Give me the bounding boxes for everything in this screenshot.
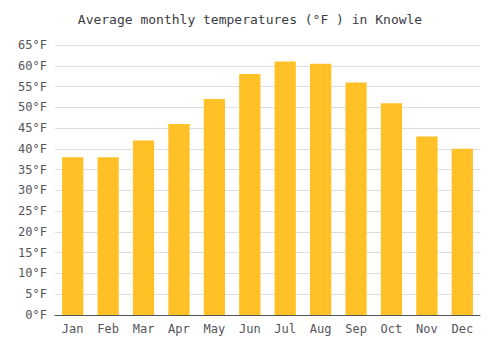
svg-text:10°F: 10°F: [18, 266, 47, 280]
svg-text:20°F: 20°F: [18, 225, 47, 239]
svg-text:65°F: 65°F: [18, 38, 47, 52]
svg-text:35°F: 35°F: [18, 163, 47, 177]
svg-text:Aug: Aug: [310, 322, 332, 336]
svg-text:Average monthly temperatures (: Average monthly temperatures (°F ) in Kn…: [78, 12, 423, 27]
svg-text:Sep: Sep: [345, 322, 367, 336]
svg-text:Dec: Dec: [451, 322, 473, 336]
svg-text:15°F: 15°F: [18, 246, 47, 260]
svg-text:Apr: Apr: [168, 322, 190, 336]
svg-text:40°F: 40°F: [18, 142, 47, 156]
svg-text:50°F: 50°F: [18, 100, 47, 114]
svg-text:Oct: Oct: [381, 322, 403, 336]
svg-text:Nov: Nov: [416, 322, 438, 336]
svg-text:Jul: Jul: [274, 322, 296, 336]
svg-text:Jan: Jan: [62, 322, 84, 336]
svg-text:May: May: [204, 322, 226, 336]
svg-text:5°F: 5°F: [25, 287, 47, 301]
svg-text:Jun: Jun: [239, 322, 261, 336]
svg-text:60°F: 60°F: [18, 59, 47, 73]
svg-text:0°F: 0°F: [25, 308, 47, 322]
svg-text:Mar: Mar: [133, 322, 155, 336]
svg-text:25°F: 25°F: [18, 204, 47, 218]
svg-text:30°F: 30°F: [18, 183, 47, 197]
svg-text:Feb: Feb: [97, 322, 119, 336]
svg-text:55°F: 55°F: [18, 80, 47, 94]
svg-text:45°F: 45°F: [18, 121, 47, 135]
